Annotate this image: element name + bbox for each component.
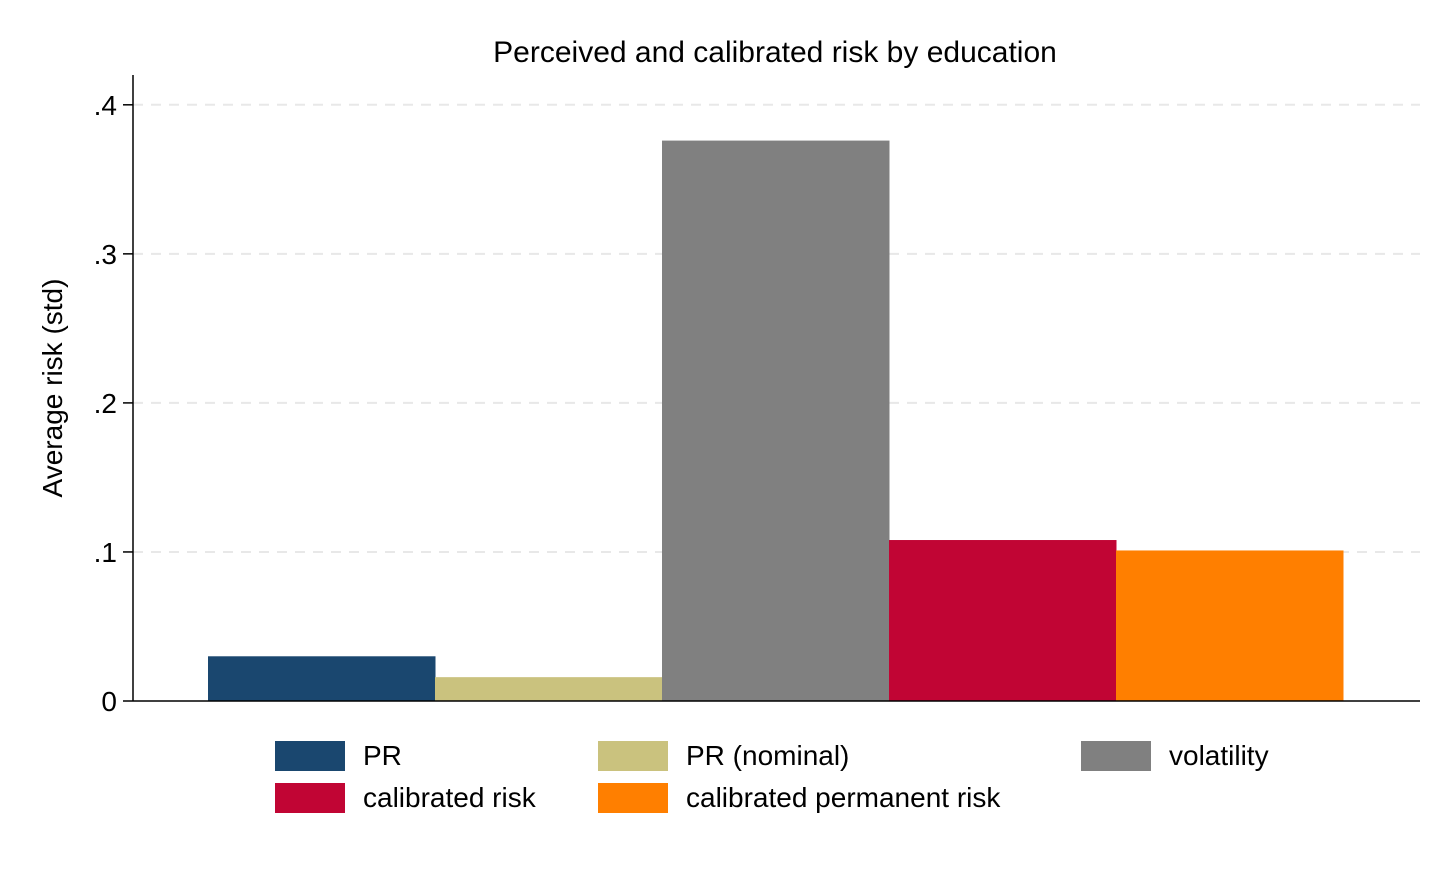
legend-item-pr: PR [275,740,402,772]
legend-label-pr: PR [363,740,402,771]
legend-item-calibrated-permanent-risk: calibrated permanent risk [598,782,1000,814]
legend-row-2: calibrated risk calibrated permanent ris… [275,782,1335,824]
legend-item-volatility: volatility [1081,740,1269,772]
legend-item-pr-nominal: PR (nominal) [598,740,849,772]
y-tick-label: .3 [94,239,117,270]
y-ticks: 0 .1 .2 .3 .4 [94,90,133,717]
bar-volatility [662,140,890,702]
legend-label-volatility: volatility [1169,740,1269,771]
legend-row-1: PR PR (nominal) volatility [275,740,1335,782]
legend-swatch-pr-nominal [598,741,668,771]
legend-label-calibrated-risk: calibrated risk [363,782,536,813]
y-tick-label: .1 [94,537,117,568]
legend-swatch-pr [275,741,345,771]
y-axis-label: Average risk (std) [37,279,68,498]
legend: PR PR (nominal) volatility calibrated ri… [275,740,1335,824]
bar-calibrated-permanent-risk [1116,550,1344,701]
legend-label-calibrated-permanent-risk: calibrated permanent risk [686,782,1001,813]
bar-pr [208,656,436,701]
legend-swatch-volatility [1081,741,1151,771]
y-tick-label: .4 [94,90,117,121]
y-tick-label: 0 [101,686,117,717]
legend-swatch-calibrated-permanent-risk [598,783,668,813]
bar-pr-nominal [435,677,663,701]
legend-label-pr-nominal: PR (nominal) [686,740,850,771]
bars [208,140,1344,702]
axes [132,75,1420,702]
legend-item-calibrated-risk: calibrated risk [275,782,536,814]
legend-swatch-calibrated-risk [275,783,345,813]
bar-calibrated-risk [889,540,1117,701]
y-tick-label: .2 [94,388,117,419]
chart-title: Perceived and calibrated risk by educati… [493,36,1057,69]
